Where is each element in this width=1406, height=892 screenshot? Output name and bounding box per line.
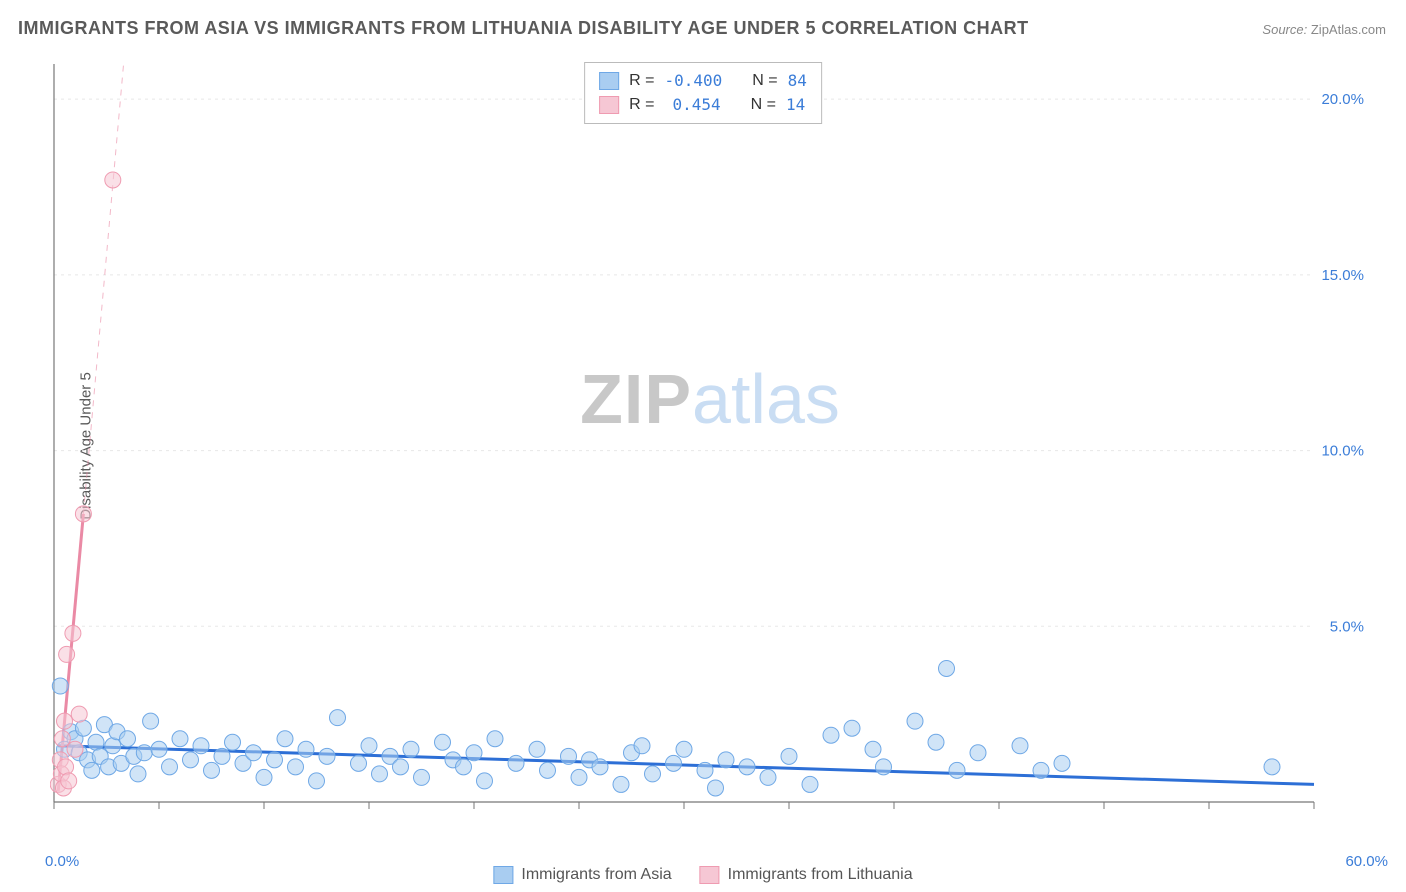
stats-row: R = 0.454 N = 14 [599, 93, 807, 117]
stats-row: R = -0.400 N = 84 [599, 69, 807, 93]
legend-label: Immigrants from Asia [521, 866, 671, 884]
stats-r-label: R = [629, 93, 654, 117]
chart-svg: 5.0% 10.0% 15.0% 20.0% [50, 60, 1370, 830]
stats-r-value: -0.400 [664, 69, 722, 93]
bottom-legend: Immigrants from Asia Immigrants from Lit… [493, 866, 912, 884]
stats-legend-box: R = -0.400 N = 84 R = 0.454 N = 14 [584, 62, 822, 124]
source-label: Source: [1262, 22, 1307, 37]
legend-item-asia: Immigrants from Asia [493, 866, 671, 884]
scatter-plot: 5.0%10.0%15.0%20.0% ZIPatlas [50, 60, 1370, 830]
stats-r-label: R = [629, 69, 654, 93]
stats-swatch-lithuania [599, 96, 619, 114]
source-attribution: Source: ZipAtlas.com [1262, 22, 1386, 37]
stats-n-label: N = [751, 93, 776, 117]
legend-swatch-lithuania [700, 866, 720, 884]
x-axis-min-label: 0.0% [45, 853, 79, 870]
source-value: ZipAtlas.com [1311, 22, 1386, 37]
stats-n-value: 84 [788, 69, 807, 93]
legend-item-lithuania: Immigrants from Lithuania [700, 866, 913, 884]
legend-label: Immigrants from Lithuania [728, 866, 913, 884]
stats-n-value: 14 [786, 93, 805, 117]
legend-swatch-asia [493, 866, 513, 884]
svg-text:15.0%: 15.0% [1321, 267, 1364, 284]
svg-text:20.0%: 20.0% [1321, 91, 1364, 108]
chart-title: IMMIGRANTS FROM ASIA VS IMMIGRANTS FROM … [18, 18, 1029, 39]
x-axis-max-label: 60.0% [1345, 853, 1388, 870]
svg-text:5.0%: 5.0% [1330, 618, 1364, 635]
stats-r-value: 0.454 [664, 93, 720, 117]
stats-swatch-asia [599, 72, 619, 90]
svg-text:10.0%: 10.0% [1321, 443, 1364, 460]
stats-n-label: N = [752, 69, 777, 93]
